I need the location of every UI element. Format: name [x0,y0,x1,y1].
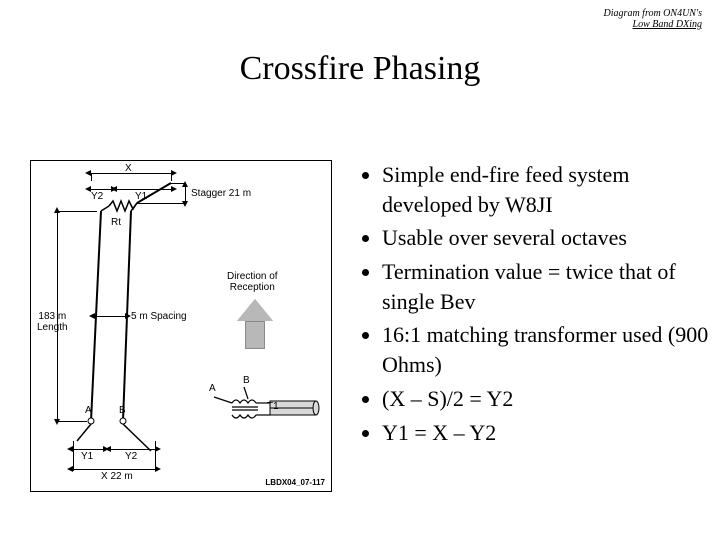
page-title: Crossfire Phasing [0,50,720,88]
bullet-list: Simple end-fire feed system developed by… [360,160,710,492]
label-a-xfmr: A [209,383,216,394]
label-b-xfmr: B [243,375,250,386]
list-item: Y1 = X – Y2 [382,418,710,448]
label-a-feed: A [85,405,92,416]
list-item: Usable over several octaves [382,223,710,253]
label-y1-bot: Y1 [81,451,93,462]
list-item: 16:1 matching transformer used (900 Ohms… [382,320,710,379]
label-b-feed: B [119,405,126,416]
label-spacing: 5 m Spacing [131,311,187,322]
diagram-credit: LBDX04_07-117 [265,478,325,487]
attribution-line2: Low Band DXing [604,19,702,30]
direction-arrow-icon [237,299,273,349]
label-length: 183 m Length [37,311,68,333]
attribution-block: Diagram from ON4UN's Low Band DXing [604,8,702,30]
label-t1: T1 [267,401,279,412]
label-x-top: X [125,163,132,174]
label-direction: Direction of Reception [227,271,278,293]
label-y2-bot: Y2 [125,451,137,462]
list-item: Simple end-fire feed system developed by… [382,160,710,219]
label-rt: Rt [111,217,121,228]
label-y2-top: Y2 [91,191,103,202]
label-x-bot: X 22 m [101,471,133,482]
content-row: X Y2 Y1 Stagger 21 m Rt 183 m Length 5 [30,160,710,492]
list-item: (X – S)/2 = Y2 [382,384,710,414]
attribution-line1: Diagram from ON4UN's [604,8,702,19]
label-y1-top: Y1 [135,191,147,202]
label-stagger: Stagger 21 m [191,188,251,199]
list-item: Termination value = twice that of single… [382,257,710,316]
crossfire-diagram: X Y2 Y1 Stagger 21 m Rt 183 m Length 5 [30,160,332,492]
